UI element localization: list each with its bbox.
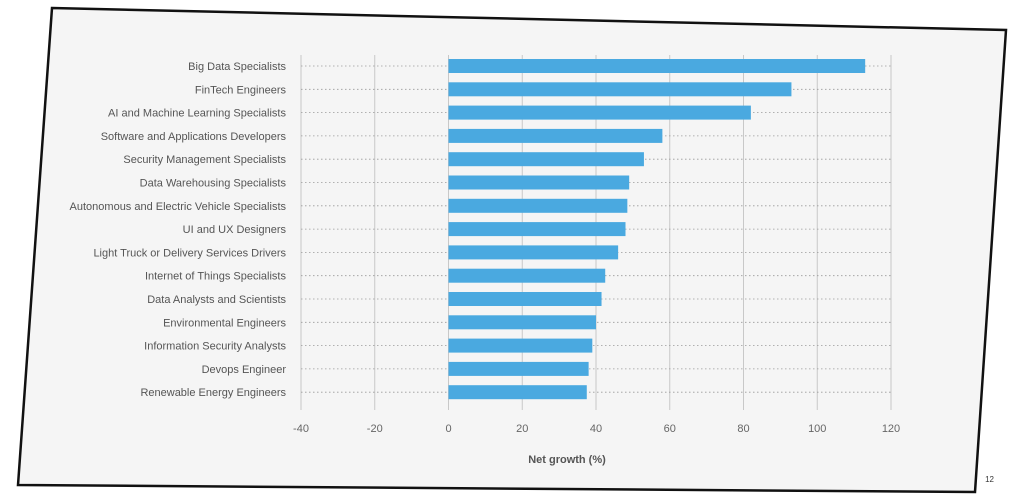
bars	[448, 59, 866, 400]
category-label: Internet of Things Specialists	[145, 271, 287, 283]
x-tick-label: -20	[367, 423, 383, 435]
x-tick-label: 20	[516, 423, 528, 435]
x-tick-label: 40	[590, 423, 602, 435]
category-label: Software and Applications Developers	[101, 131, 287, 143]
bar	[448, 245, 619, 260]
page-number: 12	[985, 475, 994, 484]
x-tick-label: -40	[293, 423, 309, 435]
x-tick-label: 60	[664, 423, 676, 435]
bar	[448, 59, 866, 73]
category-label: Security Management Specialists	[123, 154, 286, 166]
category-labels: Big Data Specialists FinTech Engineers AI …	[70, 61, 287, 399]
bar	[448, 175, 630, 190]
x-axis-title: Net growth (%)	[528, 454, 606, 466]
x-tick-label: 80	[737, 423, 749, 435]
x-tick-label: 120	[882, 423, 900, 435]
bar	[448, 315, 596, 330]
bar	[448, 385, 587, 400]
category-label: Environmental Engineers	[163, 317, 286, 329]
bar	[448, 152, 644, 167]
bar	[448, 361, 589, 376]
category-label: Information Security Analysts	[144, 341, 286, 353]
bar	[448, 82, 792, 97]
x-tick-label: 0	[445, 423, 451, 435]
bar	[448, 105, 751, 120]
category-label: Light Truck or Delivery Services Drivers	[93, 247, 286, 259]
category-label: Data Warehousing Specialists	[140, 178, 287, 190]
bar	[448, 268, 606, 283]
category-label: Renewable Energy Engineers	[140, 387, 286, 399]
x-tick-label: 100	[808, 423, 826, 435]
category-label: Data Analysts and Scientists	[147, 294, 286, 306]
bar	[448, 292, 602, 306]
category-label: Devops Engineer	[202, 364, 287, 376]
category-label: FinTech Engineers	[195, 84, 287, 96]
bar	[448, 338, 593, 353]
category-label: Big Data Specialists	[188, 61, 286, 73]
bar	[448, 222, 626, 237]
category-label: AI and Machine Learning Specialists	[108, 108, 286, 120]
category-label: Autonomous and Electric Vehicle Speciali…	[70, 201, 287, 213]
bar	[448, 128, 663, 143]
category-label: UI and UX Designers	[183, 224, 287, 236]
x-tick-labels: -40 -20 0 20 40 60 80 100 120	[293, 423, 900, 435]
bar	[448, 198, 628, 213]
